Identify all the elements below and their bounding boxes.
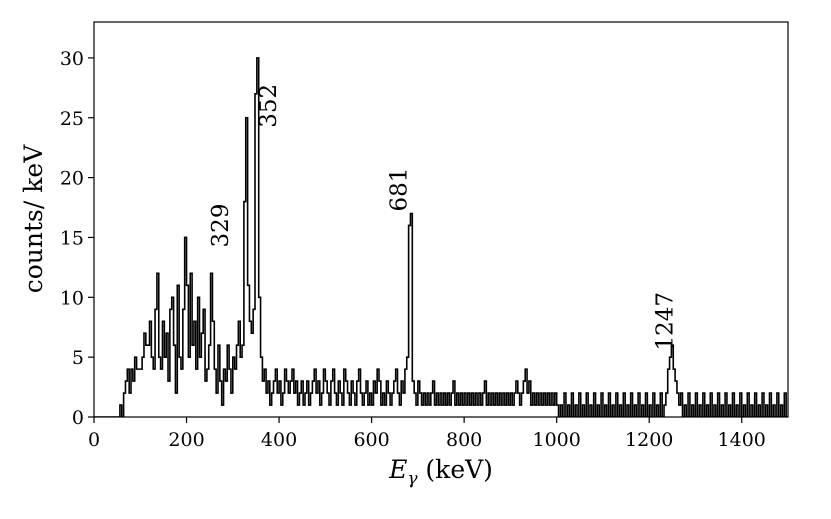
x-axis: 0 200 400 600 800 1000 1200 1400 xyxy=(88,417,766,451)
y-tick-label: 5 xyxy=(72,347,84,369)
plot-frame xyxy=(93,21,789,418)
x-tick-label: 200 xyxy=(168,429,204,451)
peak-annotations: 329 352 681 1247 xyxy=(208,84,678,351)
y-tick-label: 15 xyxy=(60,227,84,249)
x-axis-title: Eγ (keV) xyxy=(388,455,493,489)
peak-label-681: 681 xyxy=(386,168,412,212)
x-tick-label: 600 xyxy=(353,429,389,451)
y-tick-label: 20 xyxy=(60,168,84,190)
x-tick-label: 1000 xyxy=(532,429,580,451)
peak-label-329: 329 xyxy=(208,204,234,248)
y-axis: 0 5 10 15 20 25 30 xyxy=(60,48,94,429)
x-tick-label: 400 xyxy=(261,429,297,451)
peak-label-1247: 1247 xyxy=(652,292,678,351)
y-tick-label: 25 xyxy=(60,108,84,130)
x-tick-label: 1400 xyxy=(718,429,766,451)
y-tick-label: 10 xyxy=(60,287,84,309)
x-tick-label: 1200 xyxy=(625,429,673,451)
y-tick-label: 30 xyxy=(60,48,84,70)
y-axis-title: counts/ keV xyxy=(19,144,48,293)
x-tick-label: 800 xyxy=(446,429,482,451)
y-tick-label: 0 xyxy=(72,407,84,429)
x-tick-label: 0 xyxy=(88,429,100,451)
peak-label-352: 352 xyxy=(256,84,282,128)
histogram-series xyxy=(94,57,788,417)
